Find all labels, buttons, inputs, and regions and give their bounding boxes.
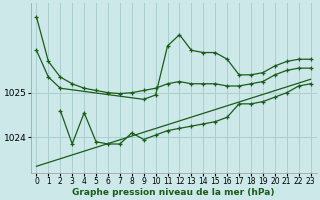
X-axis label: Graphe pression niveau de la mer (hPa): Graphe pression niveau de la mer (hPa)	[72, 188, 275, 197]
